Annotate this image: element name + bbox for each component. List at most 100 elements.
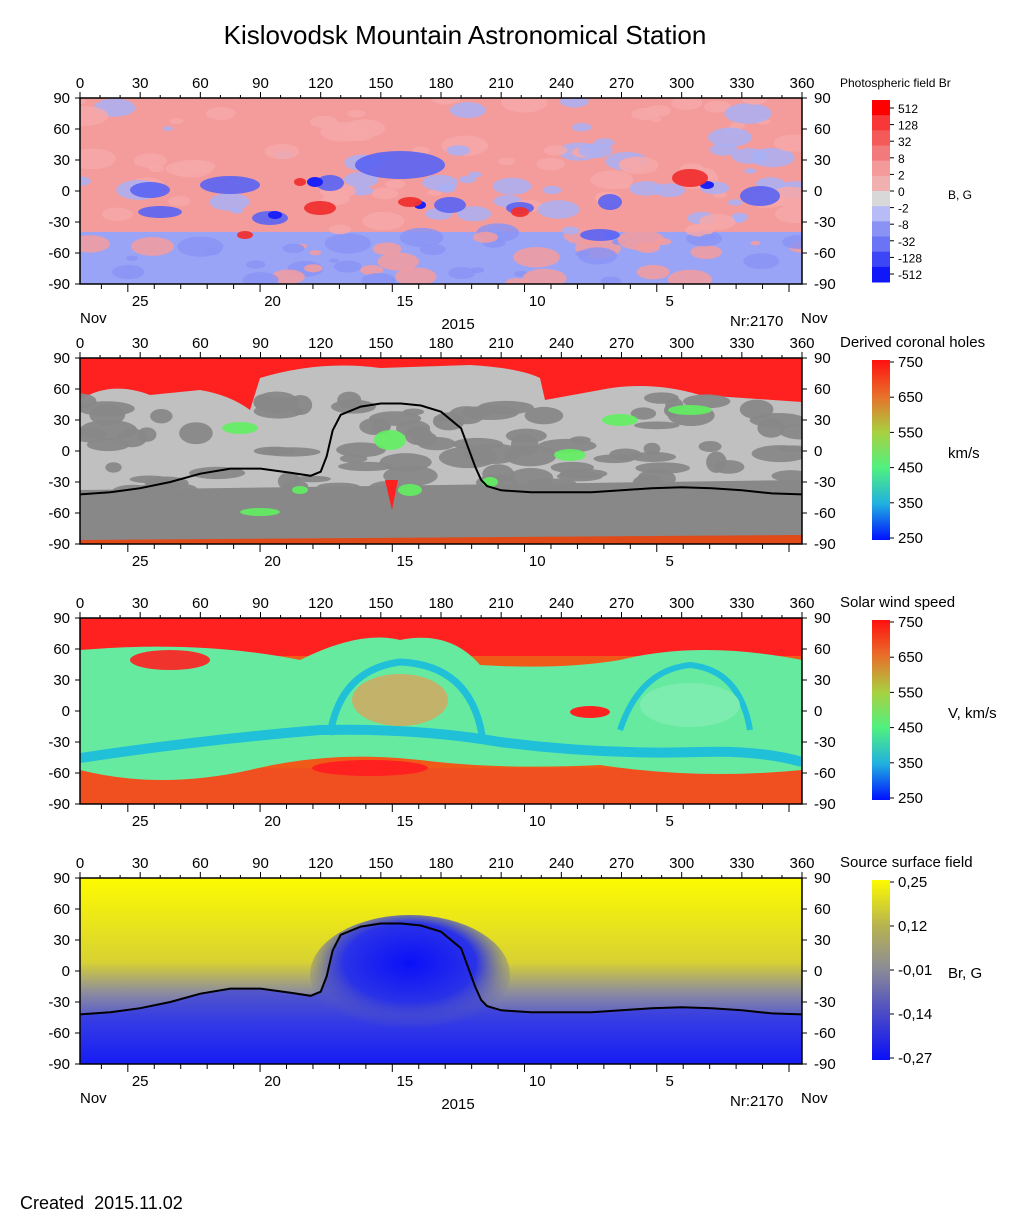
colorbar-title-solar_wind: Solar wind speed — [840, 594, 955, 611]
coronal-hole-core — [385, 480, 398, 510]
field-patch — [372, 242, 402, 256]
field-patch — [309, 250, 322, 256]
coronal-hole-edge — [554, 449, 586, 461]
southern-closed-band — [80, 480, 802, 540]
colorbar-label: 750 — [898, 354, 923, 371]
field-patch — [133, 153, 168, 168]
colorbar-label: 512 — [898, 102, 918, 116]
field-patch — [377, 252, 420, 271]
neutral-line — [80, 402, 802, 496]
y-tick-label-right: 90 — [814, 350, 831, 367]
colorbar-label: 250 — [898, 530, 923, 547]
y-tick-label-right: 30 — [814, 412, 831, 429]
field-patch — [743, 253, 780, 270]
date-tick-label: 10 — [529, 553, 546, 570]
y-tick-label-left: -30 — [48, 734, 70, 751]
field-patch — [617, 229, 665, 251]
date-tick-label: 20 — [264, 1073, 281, 1090]
field-patch — [242, 272, 279, 284]
field-patch — [80, 235, 110, 253]
field-patch — [282, 243, 305, 254]
y-tick-label-right: 0 — [814, 183, 822, 200]
closed-field-patch — [417, 437, 456, 451]
field-patch — [505, 277, 528, 284]
y-tick-label-left: 90 — [53, 350, 70, 367]
y-tick-label-right: -60 — [814, 245, 836, 262]
closed-field-patch — [395, 420, 431, 437]
field-patch — [543, 145, 568, 156]
field-patch — [578, 143, 613, 159]
x-tick-label: 0 — [76, 335, 84, 352]
coronal-hole-edge — [398, 484, 422, 496]
negative-spot — [138, 206, 182, 218]
x-tick-label: 150 — [368, 75, 393, 92]
field-patch — [690, 245, 722, 260]
field-patch — [458, 175, 476, 184]
fast-wind-core — [352, 674, 448, 726]
colorbar-segment — [872, 145, 890, 162]
y-tick-label-left: -30 — [48, 214, 70, 231]
field-patch — [101, 207, 133, 222]
field-patch — [448, 266, 476, 279]
field-patch — [168, 196, 191, 207]
x-tick-label: 60 — [192, 335, 209, 352]
y-tick-label-left: 30 — [53, 672, 70, 689]
x-tick-label: 360 — [789, 855, 814, 872]
date-tick-label: 15 — [397, 293, 414, 310]
date-tick-label: 5 — [665, 553, 673, 570]
colorbar-segment — [872, 251, 890, 268]
closed-field-patch — [698, 440, 722, 452]
date-tick-label: 20 — [264, 813, 281, 830]
colorbar-title-coronal_holes: Derived coronal holes — [840, 334, 985, 351]
colorbar-segment — [872, 266, 890, 283]
negative-spot — [598, 194, 622, 210]
field-patch — [361, 273, 396, 284]
field-patch — [329, 258, 339, 263]
y-tick-label-right: 0 — [814, 443, 822, 460]
field-patch — [774, 205, 802, 224]
x-tick-label: 360 — [789, 335, 814, 352]
colorbar-label: 650 — [898, 389, 923, 406]
y-tick-label-right: 60 — [814, 381, 831, 398]
coronal-hole-edge — [240, 508, 280, 516]
y-tick-label-left: -30 — [48, 474, 70, 491]
field-patch — [343, 171, 379, 188]
field-patch — [513, 246, 560, 268]
field-patch — [704, 100, 731, 113]
y-tick-label-left: -60 — [48, 505, 70, 522]
closed-field-patch — [508, 467, 554, 488]
field-patch — [636, 264, 670, 280]
colorbar-title-photospheric: Photospheric field Br — [840, 76, 951, 90]
x-tick-label: 210 — [489, 855, 514, 872]
y-tick-label-right: 30 — [814, 152, 831, 169]
y-tick-label-right: 0 — [814, 963, 822, 980]
positive-spot — [398, 197, 422, 207]
field-patch — [731, 212, 749, 221]
closed-field-patch — [117, 428, 148, 448]
y-tick-label-right: -30 — [814, 474, 836, 491]
x-tick-label: 240 — [549, 855, 574, 872]
fast-wind-stream — [130, 650, 210, 670]
x-tick-label: 360 — [789, 75, 814, 92]
strong-negative-spot — [268, 211, 282, 219]
negative-spot — [434, 197, 466, 213]
field-patch — [537, 200, 580, 219]
positive-spot — [672, 169, 708, 187]
date-tick-label: 10 — [529, 813, 546, 830]
y-tick-label-right: -30 — [814, 214, 836, 231]
slow-wind-arc — [326, 658, 486, 736]
x-tick-label: 180 — [428, 595, 453, 612]
field-patch — [590, 170, 634, 190]
y-tick-label-left: 30 — [53, 932, 70, 949]
x-tick-label: 240 — [549, 595, 574, 612]
y-tick-label-left: 30 — [53, 412, 70, 429]
month-label-right: Nov — [801, 310, 828, 327]
colorbar-segment — [872, 175, 890, 192]
colorbar-coronal_holes — [872, 360, 890, 540]
x-tick-label: 360 — [789, 595, 814, 612]
colorbar-segment — [872, 191, 890, 207]
positive-spot — [237, 231, 253, 239]
colorbar-label: 450 — [898, 720, 923, 737]
closed-field-patch — [359, 418, 391, 435]
